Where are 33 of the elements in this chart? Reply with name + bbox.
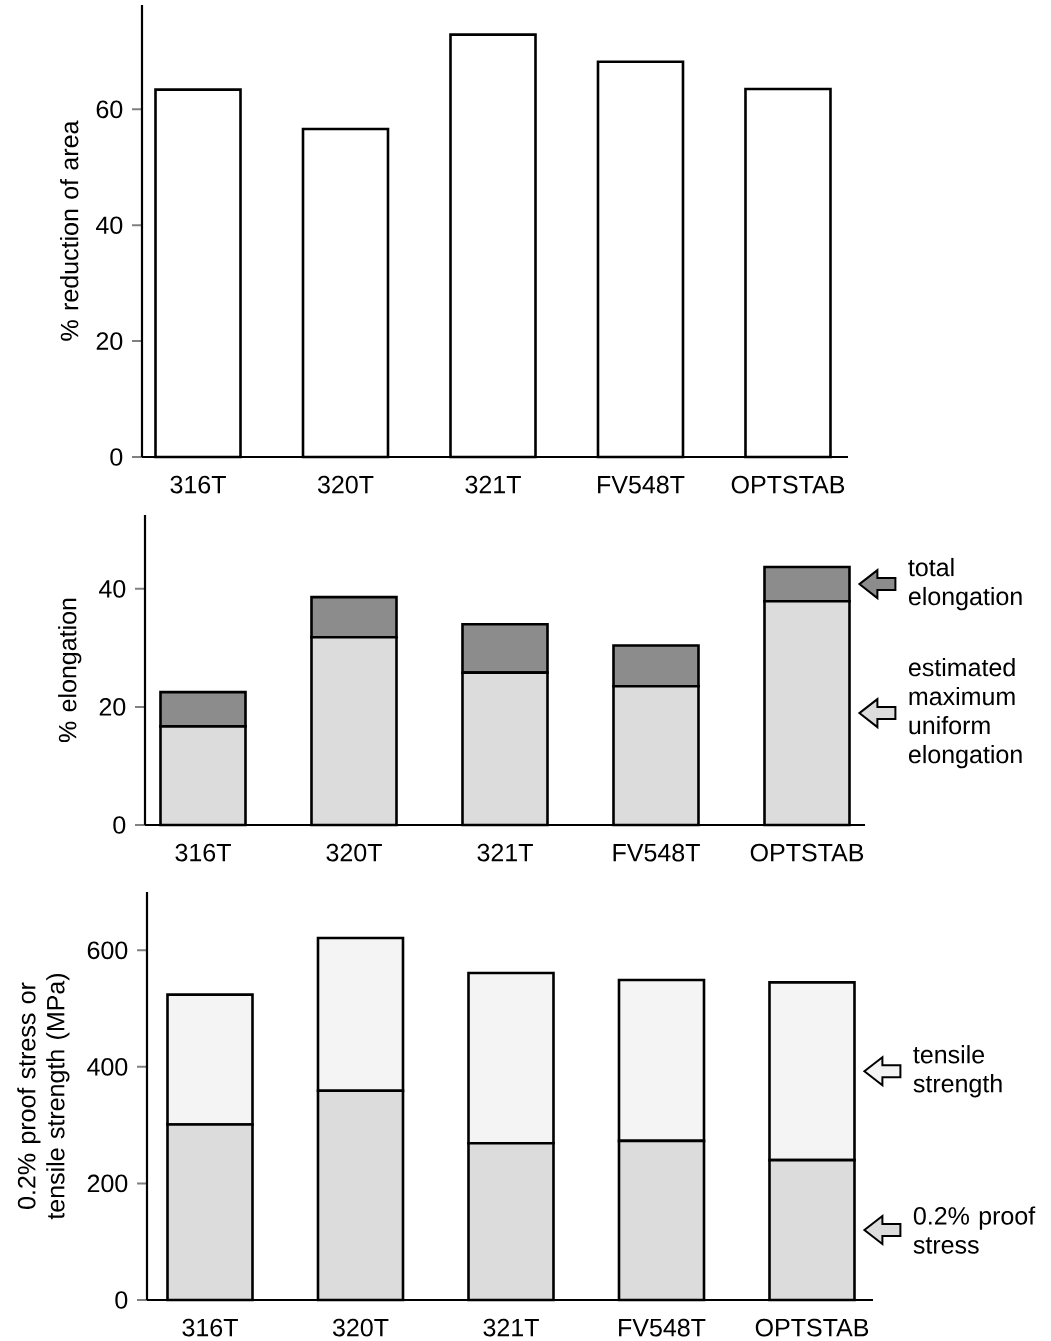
x-tick-label: 316T: [175, 843, 231, 862]
x-tick-label: FV548T: [619, 1318, 706, 1337]
x-tick-label: 321T: [465, 475, 521, 494]
y-tick-label: 40: [99, 579, 126, 598]
y-tick-label: 60: [96, 100, 123, 119]
legend-label: total elongation: [908, 557, 1022, 611]
y-tick-label: 20: [99, 698, 126, 716]
x-tick-label: 321T: [477, 843, 533, 862]
y-tick-label: 200: [87, 1174, 128, 1193]
x-tick-label: OPTSTAB: [755, 1318, 869, 1337]
y-tick-label: 400: [87, 1058, 128, 1076]
y-axis-title: % elongation: [58, 598, 82, 743]
y-tick-label: 600: [87, 941, 128, 960]
y-tick-label: 0: [113, 816, 126, 834]
x-tick-label: 316T: [170, 475, 226, 494]
legend-label: 0.2% proof stress: [913, 1206, 1036, 1254]
x-tick-label: OPTSTAB: [750, 843, 864, 862]
x-tick-label: 321T: [483, 1318, 539, 1337]
x-tick-label: 320T: [326, 843, 382, 862]
y-tick-label: 0: [115, 1291, 128, 1309]
x-tick-label: 320T: [332, 1318, 389, 1337]
x-tick-label: 316T: [182, 1318, 238, 1337]
x-tick-label: FV548T: [613, 843, 700, 862]
y-tick-label: 40: [96, 216, 123, 235]
x-tick-label: 320T: [317, 475, 374, 494]
x-tick-label: FV548T: [598, 475, 685, 494]
y-tick-label: 0: [110, 448, 123, 466]
legend-label: tensile strength: [913, 1045, 1002, 1098]
legend-label: estimated maximum uniform elongation: [908, 657, 1022, 769]
x-tick-label: OPTSTAB: [731, 475, 845, 494]
y-tick-label: 20: [96, 332, 123, 350]
y-axis-title: 0.2% proof stress or tensile strength (MPa): [17, 973, 70, 1220]
y-axis-title: % reduction of area: [60, 120, 79, 341]
